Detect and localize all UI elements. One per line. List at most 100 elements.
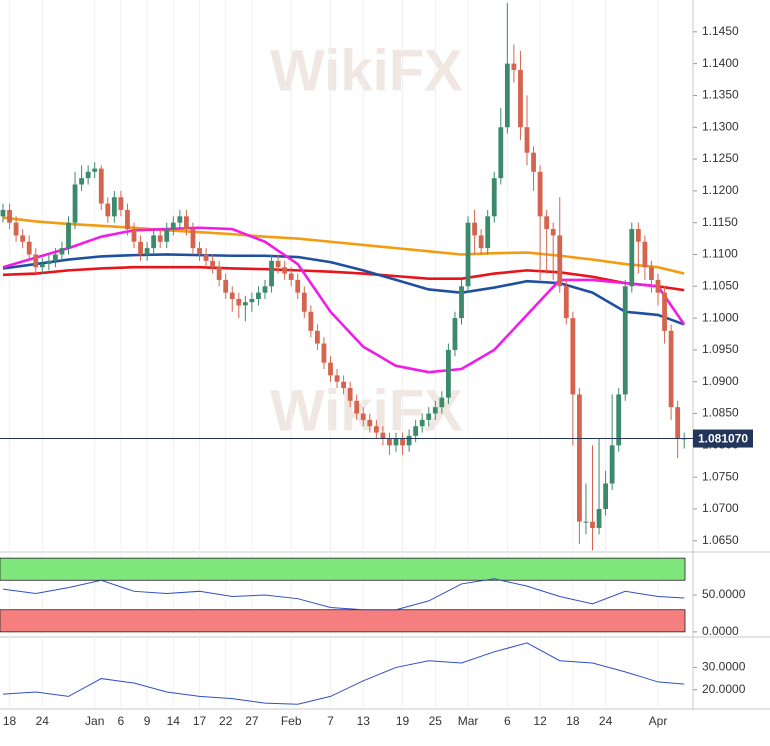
candle-body <box>321 343 327 363</box>
candle-body <box>478 235 484 249</box>
watermark: WikiFX <box>270 378 463 443</box>
candle-body <box>550 229 556 236</box>
candle-body <box>223 279 229 293</box>
candle-body <box>92 168 98 172</box>
candle-body <box>33 254 39 268</box>
x-tick-label: 6 <box>504 714 511 728</box>
candle-body <box>334 375 340 382</box>
y-tick-label: 1.0700 <box>702 501 739 515</box>
candle-body <box>570 318 576 395</box>
candle-body <box>531 152 536 172</box>
candle-body <box>157 235 163 242</box>
candle-body <box>426 413 432 420</box>
candle-body <box>177 216 183 223</box>
candle-body <box>596 508 602 529</box>
candle-body <box>229 292 235 300</box>
indicator-line <box>2 642 685 705</box>
candle-body <box>622 286 628 395</box>
candle-body <box>46 260 52 265</box>
moving-average <box>2 253 685 326</box>
x-tick-label: 17 <box>193 714 207 728</box>
band <box>0 557 686 581</box>
x-tick-label: 27 <box>245 714 259 728</box>
candle-body <box>190 229 196 249</box>
candle-body <box>491 178 497 217</box>
candle-body <box>72 184 78 223</box>
moving-average <box>2 265 685 292</box>
candle-body <box>59 248 65 255</box>
candle-body <box>13 222 19 236</box>
candle-body <box>39 264 45 268</box>
x-tick-label: 22 <box>219 714 233 728</box>
candle-body <box>485 216 491 249</box>
candle-body <box>446 349 451 398</box>
x-tick-label: Mar <box>458 714 479 728</box>
x-tick-label: 19 <box>396 714 410 728</box>
candle-body <box>98 168 104 204</box>
candle-body <box>439 397 445 408</box>
candle-body <box>577 394 582 522</box>
candle-body <box>66 222 71 249</box>
candle-body <box>151 235 157 249</box>
x-tick-label: 12 <box>533 714 547 728</box>
candle-body <box>236 299 242 306</box>
indicator-line <box>2 578 685 611</box>
x-tick-label: Jan <box>85 714 104 728</box>
candle-body <box>635 229 641 242</box>
candle-body <box>400 438 405 446</box>
candle-body <box>308 311 314 331</box>
candle-body <box>524 127 530 153</box>
candle-body <box>0 209 6 217</box>
candle-body <box>315 330 320 344</box>
candle-body <box>184 216 189 230</box>
candle-body <box>544 216 550 230</box>
candle-body <box>518 69 523 128</box>
x-tick-label: 7 <box>327 714 334 728</box>
candle-body <box>675 407 681 439</box>
x-tick-label: 24 <box>36 714 50 728</box>
candle-body <box>118 197 124 210</box>
x-tick-label: 24 <box>599 714 613 728</box>
y-tick-label: 0.0000 <box>702 624 739 638</box>
x-tick-label: 6 <box>118 714 125 728</box>
candle-body <box>262 286 268 293</box>
candle-body <box>105 203 111 217</box>
y-tick-label: 1.1150 <box>702 215 738 229</box>
candle-body <box>413 426 419 436</box>
candle-body <box>668 330 674 408</box>
last-price-box <box>693 429 753 448</box>
y-tick-label: 1.1000 <box>702 310 739 324</box>
x-tick-label: 18 <box>566 714 580 728</box>
y-tick-label: 30.0000 <box>702 660 746 674</box>
candle-body <box>144 248 150 255</box>
y-tick-label: 1.1350 <box>702 88 739 102</box>
candle-body <box>275 260 281 268</box>
candle-body <box>111 197 117 217</box>
candle-body <box>419 419 425 427</box>
candle-body <box>393 438 399 446</box>
y-tick-label: 1.0850 <box>702 406 739 420</box>
candle-body <box>85 171 91 179</box>
candle-body <box>406 435 412 446</box>
y-tick-label: 1.0950 <box>702 342 739 356</box>
x-tick-label: 25 <box>429 714 443 728</box>
candle-body <box>459 286 464 319</box>
candle-body <box>616 394 622 446</box>
x-tick-label: 9 <box>144 714 151 728</box>
x-tick-label: 13 <box>357 714 371 728</box>
y-tick-label: 1.1250 <box>702 151 739 165</box>
candle-body <box>387 438 392 446</box>
x-tick-label: 18 <box>3 714 17 728</box>
y-tick-label: 1.0750 <box>702 469 739 483</box>
candle-body <box>138 241 143 255</box>
y-tick-label: 1.1200 <box>702 183 739 197</box>
candle-body <box>452 318 458 350</box>
candle-body <box>131 229 137 242</box>
candle-body <box>20 235 26 242</box>
candle-body <box>170 222 176 230</box>
candle-body <box>603 483 608 509</box>
candle-body <box>642 241 648 268</box>
x-tick-label: 14 <box>167 714 181 728</box>
